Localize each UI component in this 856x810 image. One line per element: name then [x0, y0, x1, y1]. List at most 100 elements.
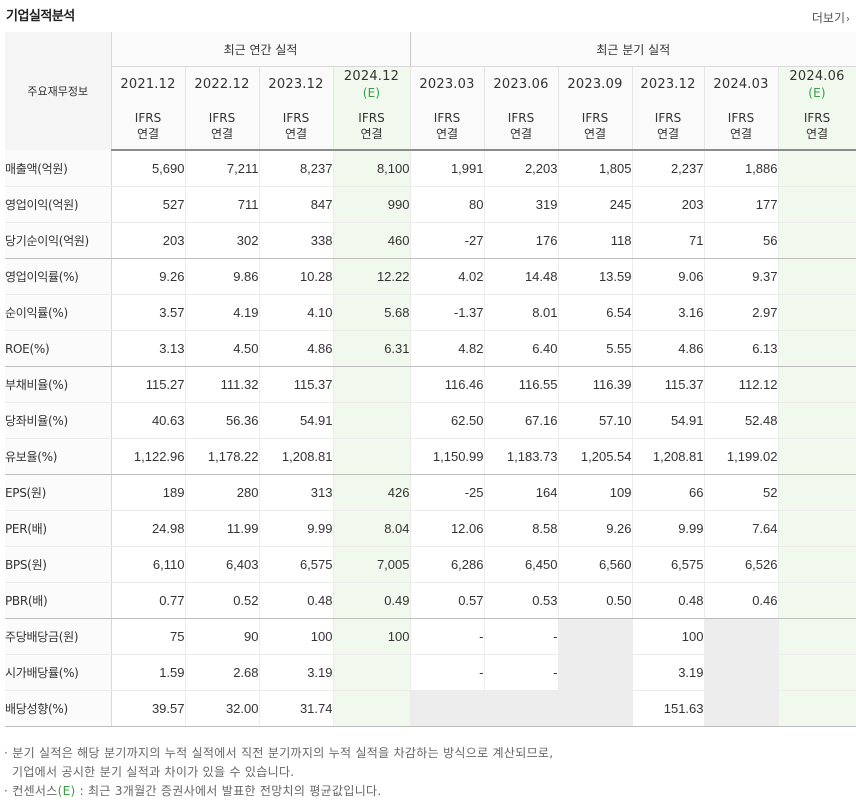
row-label: 당좌비율(%) [5, 402, 112, 439]
value-cell: 10.28 [259, 258, 334, 295]
value-cell: 0.46 [704, 582, 779, 619]
value-cell: 116.46 [409, 366, 485, 403]
accounting-standard-header: IFRS 연결 [111, 103, 186, 151]
value-cell: 6,560 [558, 546, 633, 583]
table-row: 배당성향(%) 39.57 32.00 31.74 151.63 [5, 690, 856, 727]
value-cell: 115.37 [632, 366, 705, 403]
value-cell: 711 [185, 186, 260, 223]
value-cell [778, 366, 856, 403]
value-cell: 1.59 [111, 654, 186, 691]
value-cell: 9.99 [259, 510, 334, 547]
value-cell: 203 [632, 186, 705, 223]
value-cell: 1,122.96 [111, 438, 186, 475]
value-cell: 56.36 [185, 402, 260, 439]
value-cell: -27 [409, 222, 485, 259]
footnote-quarterly-cont: 기업에서 공시한 분기 실적과 차이가 있을 수 있습니다. [12, 765, 295, 779]
value-cell [778, 294, 856, 331]
value-cell [778, 150, 856, 187]
row-label: 매출액(억원) [5, 150, 112, 187]
key-header: 주요재무정보 [5, 32, 112, 150]
value-cell: 6.40 [484, 330, 559, 367]
value-cell: 0.57 [409, 582, 485, 619]
value-cell [778, 582, 856, 619]
value-cell [778, 474, 856, 511]
value-cell: 8,100 [333, 150, 411, 187]
period-header: 2023.09 [558, 66, 633, 103]
value-cell: 1,805 [558, 150, 633, 187]
value-cell [333, 654, 411, 691]
value-cell: 6.31 [333, 330, 411, 367]
value-cell: 112.12 [704, 366, 779, 403]
row-label: ROE(%) [5, 330, 112, 367]
table-row: PER(배) 24.98 11.99 9.99 8.04 12.06 8.58 9.26 9.9… [5, 510, 856, 547]
value-cell: 176 [484, 222, 559, 259]
value-cell: 4.82 [409, 330, 485, 367]
value-cell [778, 654, 856, 691]
value-cell: 9.86 [185, 258, 260, 295]
value-cell: 67.16 [484, 402, 559, 439]
value-cell: 71 [632, 222, 705, 259]
value-cell: 338 [259, 222, 334, 259]
value-cell: 6,575 [632, 546, 705, 583]
row-label: 영업이익률(%) [5, 258, 112, 295]
period-header: 2023.03 [409, 66, 485, 103]
period-header: 2022.12 [185, 66, 260, 103]
value-cell: 109 [558, 474, 633, 511]
accounting-standard-header: IFRS 연결 [704, 103, 779, 151]
more-link[interactable]: 더보기› [812, 9, 850, 26]
value-cell: 9.37 [704, 258, 779, 295]
value-cell: 4.50 [185, 330, 260, 367]
row-label: 유보율(%) [5, 438, 112, 475]
value-cell [558, 654, 633, 691]
value-cell: 54.91 [259, 402, 334, 439]
row-label: PBR(배) [5, 582, 112, 619]
value-cell: 11.99 [185, 510, 260, 547]
value-cell: 7.64 [704, 510, 779, 547]
row-label: 주당배당금(원) [5, 618, 112, 655]
value-cell: 39.57 [111, 690, 186, 727]
value-cell: 9.26 [558, 510, 633, 547]
footnotes: · 분기 실적은 해당 분기까지의 누적 실적에서 직전 분기까지의 누적 실적… [4, 744, 553, 801]
value-cell: - [409, 654, 485, 691]
value-cell: 100 [632, 618, 705, 655]
value-cell: 990 [333, 186, 411, 223]
value-cell: 1,991 [409, 150, 485, 187]
accounting-standard-header: IFRS 연결 [558, 103, 633, 151]
table-row: 영업이익률(%) 9.26 9.86 10.28 12.22 4.02 14.48 13.59… [5, 258, 856, 295]
value-cell: 6,286 [409, 546, 485, 583]
value-cell: 116.39 [558, 366, 633, 403]
row-label: EPS(원) [5, 474, 112, 511]
value-cell: 302 [185, 222, 260, 259]
value-cell: 52.48 [704, 402, 779, 439]
value-cell: 9.06 [632, 258, 705, 295]
value-cell: 2.68 [185, 654, 260, 691]
value-cell [778, 690, 856, 727]
chevron-right-icon: › [846, 14, 850, 25]
value-cell: 151.63 [632, 690, 705, 727]
value-cell: 1,208.81 [632, 438, 705, 475]
value-cell: 6,450 [484, 546, 559, 583]
value-cell: 12.06 [409, 510, 485, 547]
row-label: 시가배당률(%) [5, 654, 112, 691]
value-cell [778, 546, 856, 583]
value-cell: 115.27 [111, 366, 186, 403]
value-cell: 2,237 [632, 150, 705, 187]
value-cell: 426 [333, 474, 411, 511]
value-cell: 319 [484, 186, 559, 223]
value-cell: 100 [259, 618, 334, 655]
value-cell: 9.26 [111, 258, 186, 295]
value-cell: 1,178.22 [185, 438, 260, 475]
table-row: 당좌비율(%) 40.63 56.36 54.91 62.50 67.16 57.10 54.… [5, 402, 856, 439]
value-cell: 0.50 [558, 582, 633, 619]
row-label: 순이익률(%) [5, 294, 112, 331]
table-row: PBR(배) 0.77 0.52 0.48 0.49 0.57 0.53 0.50 0.48 0.… [5, 582, 856, 619]
accounting-standard-header: IFRS 연결 [259, 103, 334, 151]
table-row: 순이익률(%) 3.57 4.19 4.10 5.68 -1.37 8.01 6.54 3.16… [5, 294, 856, 331]
period-header: 2024.12 (E) [333, 66, 411, 103]
value-cell: 6,110 [111, 546, 186, 583]
value-cell: 1,205.54 [558, 438, 633, 475]
value-cell: 0.48 [259, 582, 334, 619]
value-cell: 0.48 [632, 582, 705, 619]
value-cell: 5,690 [111, 150, 186, 187]
value-cell [778, 618, 856, 655]
